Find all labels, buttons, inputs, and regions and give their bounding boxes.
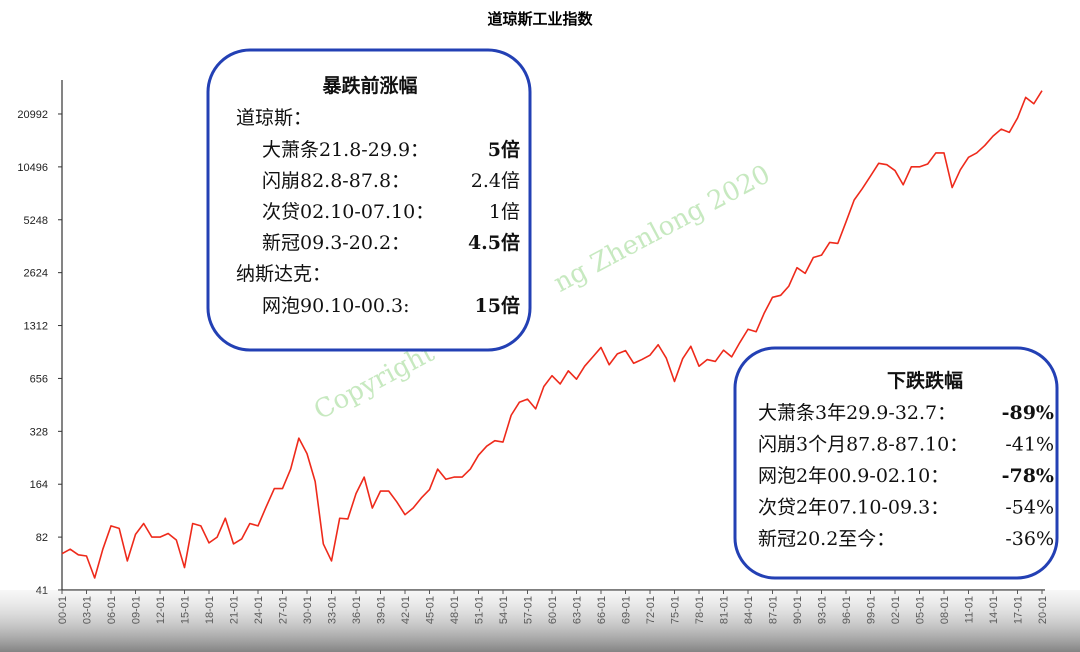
y-tick-label: 10496 <box>17 162 48 174</box>
y-tick-label: 164 <box>30 479 48 491</box>
data-line <box>61 90 1043 579</box>
box-title: 暴跌前涨幅 <box>322 74 417 97</box>
box-label: 次贷02.10-07.10： <box>262 201 434 223</box>
box-label: 次贷2年07.10-09.3： <box>758 497 949 519</box>
annotation-box <box>733 346 1059 580</box>
box-heading: 纳斯达克： <box>236 263 331 285</box>
box-label: 新冠09.3-20.2： <box>262 232 410 254</box>
box-value: -36% <box>1005 528 1054 550</box>
overlay-band <box>0 590 1080 652</box>
box-label: 新冠20.2至今： <box>758 528 895 550</box>
y-tick-label: 1312 <box>24 321 48 333</box>
y-tick-label: 328 <box>30 426 48 438</box>
box-value: -89% <box>1002 402 1054 424</box>
box-label: 网泡2年00.9-02.10： <box>758 465 949 487</box>
y-tick-label: 656 <box>30 373 48 385</box>
box-label: 网泡90.10-00.3: <box>262 295 410 317</box>
box-title: 下跌跌幅 <box>887 369 963 392</box>
y-tick-label: 82 <box>36 532 48 544</box>
box-value: 5倍 <box>488 138 520 161</box>
annotation-box <box>206 48 532 352</box>
box-label: 大萧条3年29.9-32.7： <box>758 402 956 424</box>
box-value: -78% <box>1002 465 1054 487</box>
box-value: 4.5倍 <box>468 231 520 254</box>
y-tick-label: 20992 <box>17 109 48 121</box>
box-label: 闪崩82.8-87.8： <box>262 170 410 192</box>
chart-title: 道琼斯工业指数 <box>487 10 593 28</box>
box-label: 闪崩3个月87.8-87.10： <box>758 434 968 456</box>
y-tick-label: 5248 <box>24 215 48 227</box>
watermark-part: ng Zhenlong 2020 <box>549 159 775 298</box>
box-value: -41% <box>1005 434 1054 456</box>
box-value: 15倍 <box>475 294 520 317</box>
box-value: 1倍 <box>489 201 520 223</box>
box-value: -54% <box>1005 497 1054 519</box>
y-tick-label: 2624 <box>24 268 48 280</box>
box-value: 2.4倍 <box>471 170 520 192</box>
box-heading: 道琼斯： <box>236 107 312 129</box>
box-label: 大萧条21.8-29.9： <box>262 139 429 161</box>
